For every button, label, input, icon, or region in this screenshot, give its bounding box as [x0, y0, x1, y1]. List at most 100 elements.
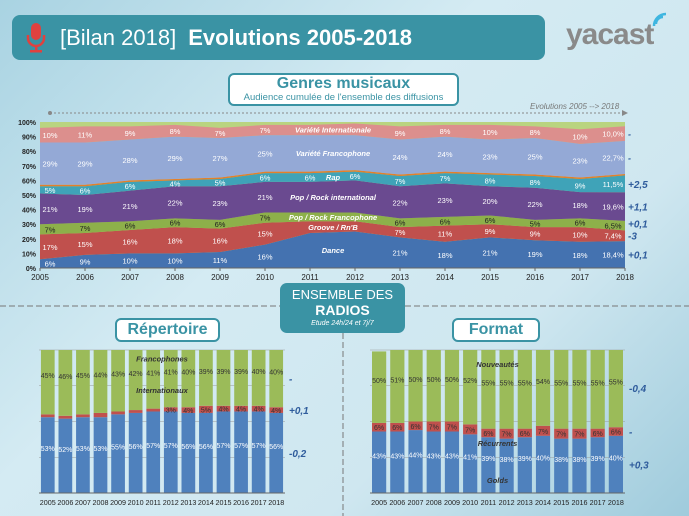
evolution-note: Evolutions 2005 --> 2018 [530, 102, 620, 111]
data-label: 41% [164, 370, 178, 377]
data-label: 7% [440, 174, 451, 183]
data-label: 15% [77, 240, 92, 249]
data-label: 38% [572, 457, 586, 464]
data-label: 6% [350, 172, 361, 181]
data-label: 46% [58, 374, 72, 381]
bar-francophones-2013 [181, 350, 196, 408]
data-label: 25% [527, 152, 542, 161]
data-label: 4% [218, 407, 228, 414]
y-tick-label: 80% [22, 149, 37, 156]
data-label: 7% [395, 228, 406, 237]
data-label: 6% [305, 173, 316, 182]
data-label: 57% [216, 443, 230, 450]
data-label: 17% [42, 243, 57, 252]
data-label: 22% [167, 198, 182, 207]
evolution-pop-rock-international: +1,1 [628, 203, 648, 214]
data-label: 11% [213, 256, 228, 265]
logo-text: yacast [566, 18, 654, 51]
data-label: 56% [129, 444, 143, 451]
bar-nouveaut-s-2011 [481, 350, 496, 429]
bar-internationaux-2016 [234, 411, 248, 493]
data-label: 25% [257, 149, 272, 158]
series-name-golds: Golds [487, 476, 508, 485]
data-label: 28% [122, 156, 137, 165]
bar-nouveaut-s-2015 [554, 350, 569, 429]
x-tick-label: 2018 [616, 273, 634, 282]
bar-golds-2015 [554, 438, 569, 493]
data-label: 16% [257, 252, 272, 261]
bar-golds-2013 [517, 437, 532, 493]
data-label: 29% [42, 160, 57, 169]
data-label: 10% [42, 131, 57, 140]
ensemble-radios-box: ENSEMBLE DES RADIOS Etude 24h/24 et 7j/7 [280, 283, 405, 333]
evolution-pop-rock-francophone: +0,1 [628, 220, 648, 231]
data-label: 4% [271, 408, 281, 415]
data-label: 6% [520, 431, 530, 438]
timeline-start-dot [48, 111, 52, 115]
data-label: 44% [93, 372, 107, 379]
bar-internationaux-2009 [111, 414, 125, 493]
bar-other-2008 [93, 412, 108, 418]
data-label: 18% [437, 251, 452, 260]
data-label: 8% [485, 176, 496, 185]
bar-nouveaut-s-2007 [408, 350, 423, 422]
data-label: 6% [611, 430, 621, 437]
series-name-vari-t-internationale: Variété Internationale [295, 126, 371, 135]
data-label: 23% [212, 199, 227, 208]
ensemble-line2: RADIOS [315, 302, 370, 318]
data-label: 4% [254, 407, 264, 414]
y-tick-label: 30% [22, 222, 37, 229]
bar-internationaux-2015 [216, 411, 231, 493]
data-label: 38% [554, 457, 568, 464]
series-name-nouveaut-s: Nouveautés [476, 360, 519, 369]
data-label: 23% [437, 196, 452, 205]
genres-musicaux-box: Genres musicaux Audience cumulée de l'en… [228, 73, 459, 106]
data-label: 50% [372, 378, 386, 385]
yacast-logo: yacast [566, 12, 667, 52]
evolution-r-currents: - [629, 428, 633, 439]
bar-nouveaut-s-2010 [463, 350, 478, 425]
evolution-francophones: - [289, 375, 293, 386]
y-tick-label: 10% [22, 251, 37, 258]
data-label: 39% [234, 369, 248, 376]
bar-other-2017 [251, 405, 266, 412]
data-label: 42% [129, 371, 143, 378]
data-label: 50% [445, 377, 459, 384]
series-name-francophones: Francophones [136, 354, 188, 363]
data-label: 4% [183, 408, 193, 415]
data-label: 9% [530, 230, 541, 239]
bar-other-2011 [146, 408, 161, 412]
series-name-dance: Dance [322, 246, 345, 255]
x-tick-label: 2015 [553, 498, 569, 507]
bar-francophones-2016 [234, 350, 248, 406]
data-label: 6% [483, 431, 493, 438]
data-label: 5% [530, 219, 541, 228]
data-label: 43% [390, 453, 404, 460]
bar-golds-2010 [463, 434, 478, 493]
data-label: 39% [216, 369, 230, 376]
area-vari-t-internationale [40, 123, 625, 144]
x-tick-label: 2014 [198, 498, 214, 507]
bar-r-currents-2018 [608, 427, 623, 436]
genres-subtitle: Audience cumulée de l'ensemble des diffu… [243, 92, 444, 103]
data-label: 11% [78, 130, 93, 139]
data-label: 53% [93, 446, 107, 453]
data-label: 6% [170, 219, 181, 228]
bar-francophones-2017 [251, 350, 266, 406]
data-label: 56% [181, 444, 195, 451]
data-label: 7% [260, 126, 271, 135]
bar-golds-2016 [572, 438, 587, 493]
x-tick-label: 2007 [75, 498, 91, 507]
data-label: 55% [481, 380, 495, 387]
data-label: 6% [125, 182, 136, 191]
data-label: 55% [609, 380, 623, 387]
x-tick-label: 2008 [93, 498, 109, 507]
data-label: 6% [485, 216, 496, 225]
data-label: 9% [80, 257, 91, 266]
x-tick-label: 2007 [408, 498, 424, 507]
bar-golds-2005 [372, 431, 387, 493]
bar-nouveaut-s-2017 [590, 350, 605, 429]
data-label: 10% [572, 230, 587, 239]
data-label: 7% [574, 432, 584, 439]
format-bar-chart: 43% 43% 44% 43% 43% 41% 39% 38% 39% 40% 38% 38% 39% 4… [370, 349, 649, 507]
